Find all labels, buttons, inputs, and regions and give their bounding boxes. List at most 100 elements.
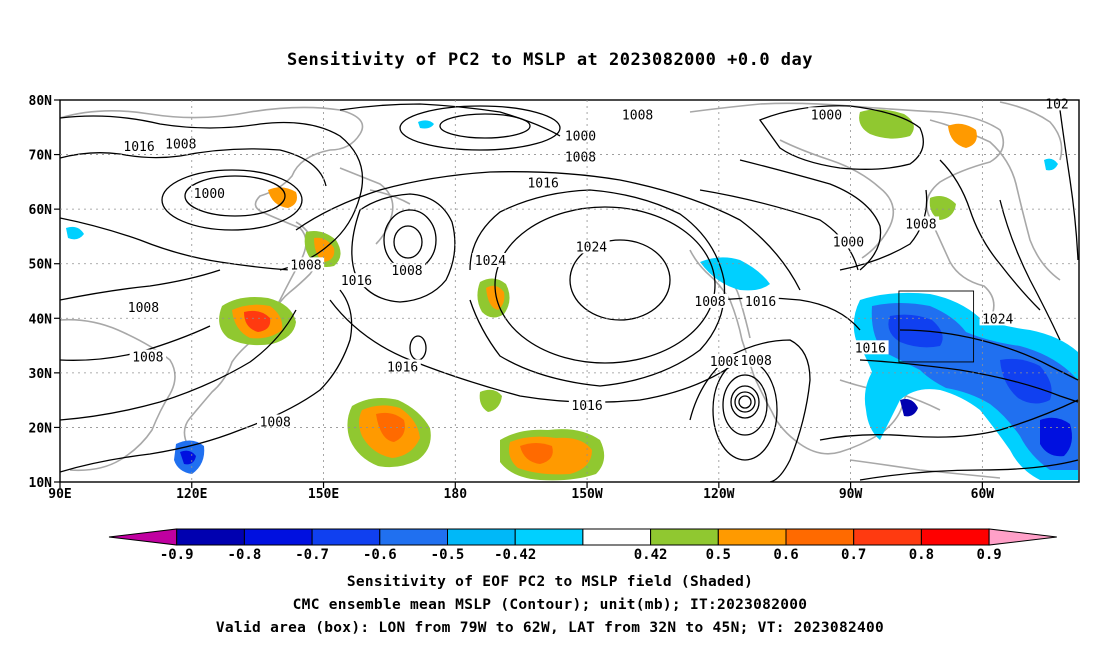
lon-label: 120W (703, 487, 734, 502)
colorbar-segment (311, 528, 381, 546)
lon-label: 150E (308, 487, 339, 502)
contour-label: 1008 (132, 351, 163, 366)
colorbar-label: 0.9 (976, 547, 1001, 563)
contour-label-bg (257, 414, 294, 429)
contour-label-bg (562, 128, 599, 143)
colorbar-label: 0.5 (706, 547, 731, 563)
colorbar (108, 528, 1057, 546)
contour-label: 1000 (811, 108, 842, 123)
contour-label: 1016 (855, 341, 886, 356)
colorbar-labels: -0.9 -0.8 -0.7 -0.6 -0.5 -0.42 0.42 0.5 0.6 0.7 0.… (160, 547, 1002, 563)
contour-label-bg (707, 353, 744, 368)
colorbar-label: 0.8 (909, 547, 934, 563)
colorbar-segment (853, 528, 922, 546)
lat-label: 10N (29, 476, 53, 491)
contour-label-bg (338, 273, 375, 288)
contour-label: 1008 (710, 355, 741, 370)
contour-label: 1000 (565, 130, 596, 145)
contour-label: 1008 (165, 138, 196, 153)
footer-valid-area: Valid area (box): LON from 79W to 62W, L… (215, 620, 885, 636)
lon-label: 90E (48, 487, 71, 502)
colorbar-triangle-high (988, 528, 1057, 546)
lon-label: 60W (971, 487, 995, 502)
contour-label-bg (852, 340, 889, 355)
contour-label: 1000 (194, 187, 225, 202)
contour-label-bg (830, 234, 867, 249)
footer-contour-description: CMC ensemble mean MSLP (Contour); unit(m… (292, 597, 808, 613)
colorbar-label: -0.7 (295, 547, 329, 563)
lat-label: 50N (29, 258, 53, 273)
colorbar-segment (650, 528, 719, 546)
contour-label: 1016 (387, 360, 418, 375)
contour-label: 1024 (475, 254, 506, 269)
colorbar-segment (176, 528, 245, 546)
coastlines (60, 101, 1063, 479)
contour-label: 1016 (341, 274, 372, 289)
contour-label: 1016 (527, 176, 558, 191)
contour-label-bg (562, 149, 599, 164)
footer-shading-description: Sensitivity of EOF PC2 to MSLP field (Sh… (346, 574, 754, 590)
contour-label-bg (568, 398, 606, 413)
contour-label: 1000 (833, 235, 864, 250)
contour-label: 102 (1045, 97, 1068, 112)
lat-label: 20N (29, 421, 53, 436)
contour-label-bg (384, 359, 421, 374)
contour-label-bg (287, 257, 325, 272)
contour-label-bg (120, 138, 158, 153)
colorbar-label: -0.42 (494, 547, 536, 563)
contour-label: 1008 (694, 295, 725, 310)
chart-title: Sensitivity of PC2 to MSLP at 2023082000… (286, 50, 813, 70)
contour-label: 1008 (260, 416, 291, 431)
lat-label: 80N (29, 94, 53, 109)
colorbar-triangle-low (108, 528, 178, 546)
lat-label: 70N (29, 149, 53, 164)
colorbar-label: -0.5 (431, 547, 465, 563)
colorbar-segment (920, 528, 990, 546)
contour-label-bg (162, 136, 199, 151)
colorbar-segment (582, 528, 652, 546)
colorbar-segment (514, 528, 584, 546)
colorbar-label: -0.8 (228, 547, 262, 563)
contour-label-bg (808, 107, 845, 122)
contour-label: 1008 (128, 301, 159, 316)
plot-frame (59, 99, 1080, 483)
contour-label-bg (129, 349, 167, 364)
contour-label: 1008 (565, 150, 596, 165)
contour-label: 1016 (123, 140, 154, 155)
colorbar-segment (717, 528, 787, 546)
contour-label: 1008 (905, 217, 936, 232)
contour-label-bg (902, 216, 940, 231)
lat-label: 30N (29, 367, 53, 382)
contour-label-bg (619, 107, 656, 122)
colorbar-segment (447, 528, 516, 546)
contour-label: 1008 (741, 354, 772, 369)
lat-label: 40N (29, 312, 53, 327)
contour-label: 1008 (290, 258, 321, 273)
contour-label: 1008 (391, 264, 422, 279)
latitude-labels: 80N 70N 60N 50N 40N 30N 20N 10N (29, 94, 53, 491)
colorbar-segment (785, 528, 855, 546)
lon-label: 150W (571, 487, 602, 502)
map-grid (54, 99, 1079, 488)
colorbar-label: 0.7 (841, 547, 866, 563)
valid-area-box (898, 290, 975, 363)
contour-label-bg (742, 293, 779, 308)
colorbar-segment (243, 528, 313, 546)
contour-label: 1016 (745, 295, 776, 310)
lon-label: 180 (444, 487, 468, 502)
contour-label: 1008 (622, 108, 653, 123)
contour-label-bg (388, 262, 426, 277)
colorbar-label: -0.9 (160, 547, 194, 563)
lon-label: 90W (839, 487, 863, 502)
colorbar-label: 0.42 (634, 547, 668, 563)
longitude-labels: 90E 120E 150E 180 150W 120W 90W 60W (48, 487, 994, 502)
contour-label-bg (125, 299, 162, 314)
contour-label-bg (737, 352, 775, 367)
contour-label: 1024 (982, 312, 1013, 327)
contour-label-bg (524, 175, 562, 190)
lon-label: 120E (176, 487, 207, 502)
contour-label-bg (191, 185, 228, 200)
colorbar-segment (379, 528, 448, 546)
